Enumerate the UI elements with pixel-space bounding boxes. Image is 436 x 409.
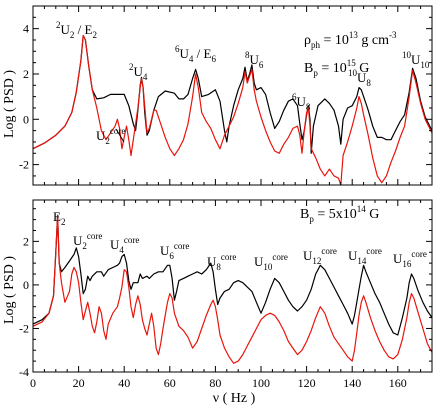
x-axis-label: ν ( Hz ) [213, 391, 256, 406]
y-axis-label-top: Log ( PSD ) [2, 70, 17, 138]
y-tick-label: 2 [23, 234, 29, 248]
info-field-bottom: Bp = 5x1014 G [300, 204, 379, 224]
x-tick-label: 120 [298, 376, 316, 390]
mode-label-8U6: 8U6 [245, 50, 264, 70]
mode-label-U10core: U10core [254, 252, 288, 272]
top-panel-annotations: 2U2 / E2 2U4 6U4 / E6 8U6 6U8 10U8 10U10… [56, 20, 430, 146]
mode-label-6U4-E6: 6U4 / E6 [175, 44, 216, 64]
mode-label-2U4: 2U4 [129, 62, 148, 82]
mode-label-U4core: U4core [110, 235, 139, 255]
mode-label-U2core: U2core [73, 231, 102, 251]
info-density: ρph = 1013 g cm-3 [304, 30, 397, 50]
plot-frame [32, 5, 433, 186]
y-tick-label: 0 [23, 278, 29, 292]
mode-label-U12core: U12core [303, 246, 337, 266]
mode-label-10U8: 10U8 [348, 68, 371, 88]
mode-label-U16core: U16core [393, 249, 427, 269]
mode-label-10U10: 10U10 [402, 50, 430, 70]
x-tick-label: 100 [252, 376, 270, 390]
series-line-total [33, 34, 432, 154]
mode-label-2U2-E2: 2U2 / E2 [56, 20, 97, 40]
mode-label-U8core: U8core [207, 252, 236, 272]
x-tick-label: 80 [209, 376, 221, 390]
y-tick-label: -2 [19, 321, 29, 335]
mode-label-U6core: U6core [160, 241, 189, 261]
series-line-core [33, 214, 432, 364]
x-tick-label: 160 [389, 376, 407, 390]
bottom-panel-annotations: E2 U2core U4core U6core U8core U10core U… [53, 204, 427, 272]
x-tick-label: 0 [30, 376, 36, 390]
x-tick-label: 140 [343, 376, 361, 390]
y-tick-label: 4 [23, 22, 29, 36]
x-tick-label: 60 [164, 376, 176, 390]
series-line-total [33, 214, 432, 336]
y-tick-label: 0 [23, 112, 29, 126]
y-tick-label: 2 [23, 67, 29, 81]
mode-label-U14core: U14core [348, 246, 382, 266]
plot-frame [32, 199, 433, 373]
mode-label-6U8: 6U8 [292, 92, 311, 112]
U2core-pointer [115, 128, 125, 143]
y-tick-label: -4 [19, 365, 29, 379]
y-tick-label: -2 [19, 158, 29, 172]
x-tick-label: 20 [73, 376, 85, 390]
info-field-top: Bp = 1015 G [304, 58, 369, 78]
y-axis-label-bottom: Log ( PSD ) [2, 256, 17, 324]
mode-label-E2: E2 [53, 209, 65, 227]
x-tick-label: 40 [118, 376, 130, 390]
